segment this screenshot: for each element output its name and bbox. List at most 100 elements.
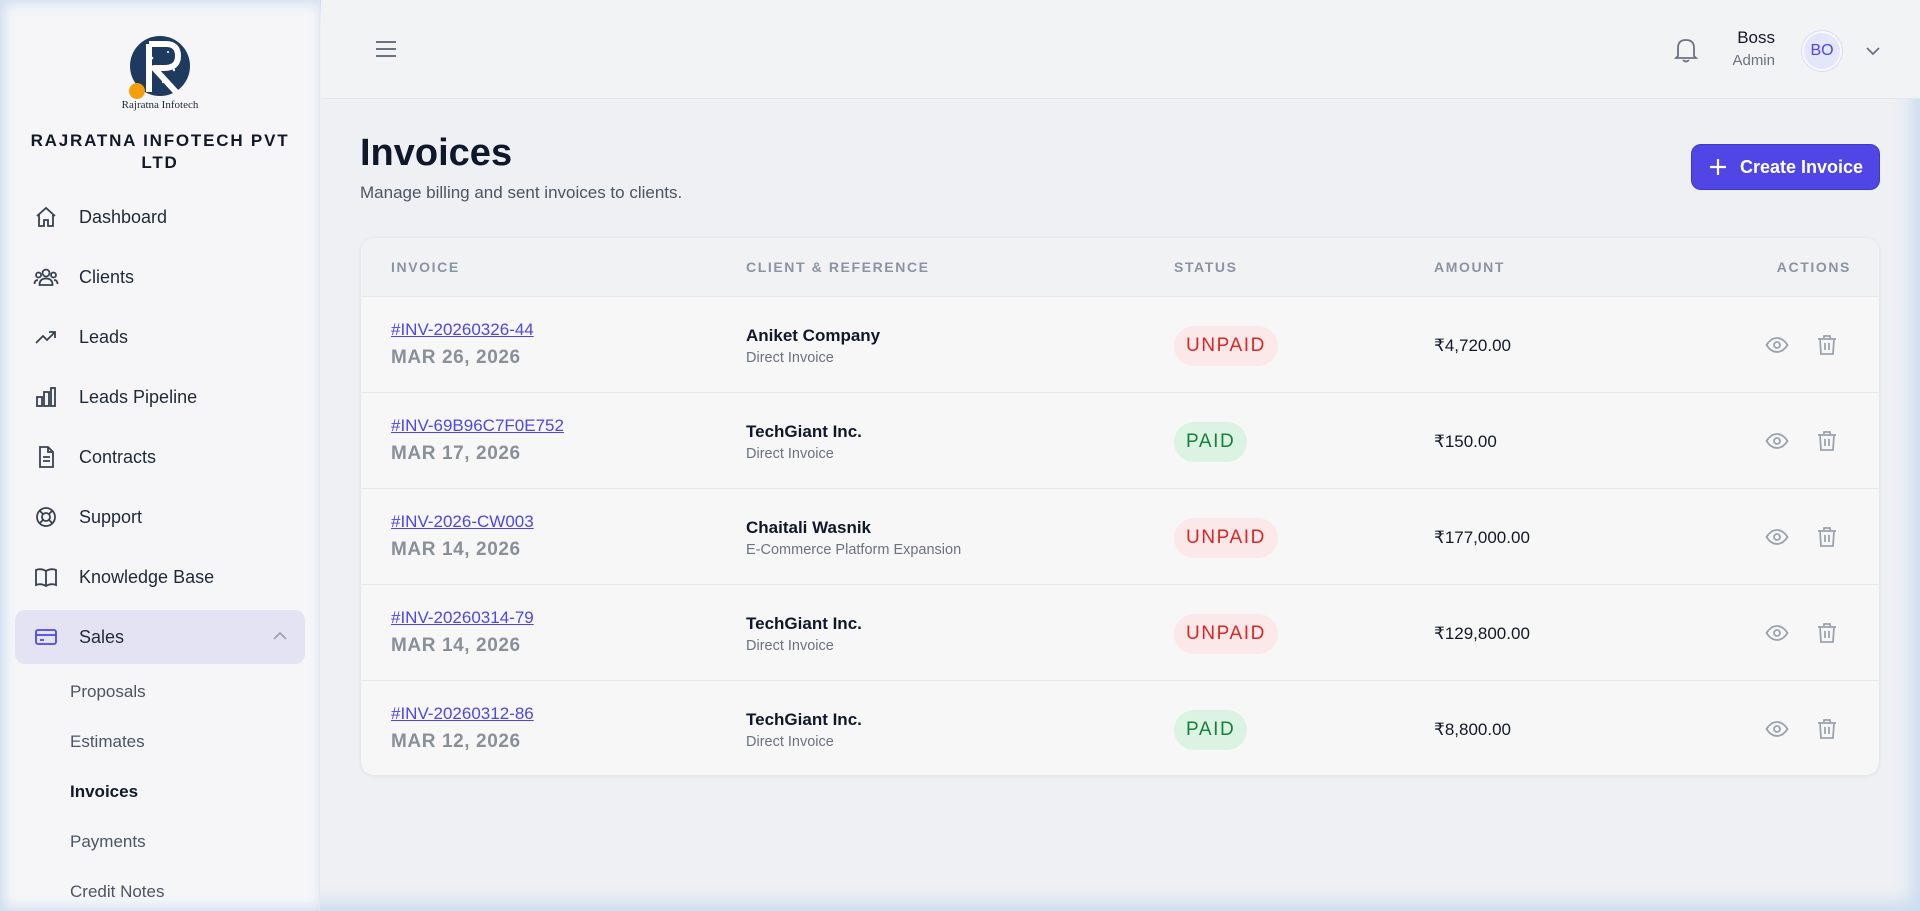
invoice-number-link[interactable]: #INV-20260326-44 (391, 320, 534, 339)
column-header-invoice: INVOICE (391, 259, 460, 275)
eye-icon[interactable] (1765, 525, 1789, 549)
sidebar-subitem-invoices[interactable]: Invoices (70, 782, 139, 801)
trash-icon[interactable] (1815, 621, 1839, 645)
client-name: Chaitali Wasnik (746, 518, 872, 537)
sidebar-item-label: Leads Pipeline (79, 386, 198, 407)
invoices-table: INVOICE CLIENT & REFERENCE STATUS AMOUNT… (360, 237, 1880, 776)
table-row: #INV-20260326-44 MAR 26, 2026 Aniket Com… (361, 297, 1879, 393)
bar-chart-icon (33, 384, 59, 410)
trending-up-icon (33, 324, 59, 350)
invoice-date: MAR 17, 2026 (391, 443, 521, 464)
client-name: TechGiant Inc. (746, 614, 862, 633)
invoice-number-link[interactable]: #INV-20260314-79 (391, 608, 534, 627)
sidebar-item-label: Knowledge Base (79, 566, 215, 587)
logo-caption: Rajratna Infotech (121, 99, 199, 111)
lifebuoy-icon (33, 504, 59, 530)
sidebar-item-dashboard[interactable]: Dashboard (15, 190, 305, 244)
bell-icon[interactable] (1673, 36, 1699, 64)
avatar[interactable]: BO (1802, 31, 1842, 71)
sidebar-subitem-proposals[interactable]: Proposals (70, 682, 146, 701)
sidebar-item-sales[interactable]: Sales (15, 610, 305, 664)
plus-icon (1708, 157, 1728, 177)
create-invoice-button[interactable]: Create Invoice (1691, 144, 1880, 190)
eye-icon[interactable] (1765, 333, 1789, 357)
invoice-amount: ₹129,800.00 (1434, 624, 1530, 643)
sidebar-item-leads[interactable]: Leads (15, 310, 305, 364)
user-role: Admin (1732, 52, 1775, 69)
sidebar-subitem-payments[interactable]: Payments (70, 832, 146, 851)
page-title: Invoices (360, 132, 513, 174)
client-name: TechGiant Inc. (746, 710, 862, 729)
page-subtitle: Manage billing and sent invoices to clie… (360, 183, 683, 202)
eye-icon[interactable] (1765, 429, 1789, 453)
sidebar-item-label: Contracts (79, 446, 157, 467)
user-name[interactable]: Boss (1737, 28, 1775, 47)
sidebar-subitem-estimates[interactable]: Estimates (70, 732, 145, 751)
client-reference: Direct Invoice (746, 446, 834, 462)
client-name: TechGiant Inc. (746, 422, 862, 441)
table-row: #INV-20260314-79 MAR 14, 2026 TechGiant … (361, 585, 1879, 681)
table-row: #INV-69B96C7F0E752 MAR 17, 2026 TechGian… (361, 393, 1879, 489)
column-header-amount: AMOUNT (1434, 259, 1506, 275)
client-name: Aniket Company (746, 326, 881, 345)
invoice-amount: ₹177,000.00 (1434, 528, 1530, 547)
company-logo-icon (129, 36, 190, 99)
invoice-number-link[interactable]: #INV-20260312-86 (391, 704, 534, 723)
sidebar-item-label: Dashboard (79, 206, 168, 227)
invoice-date: MAR 14, 2026 (391, 635, 521, 656)
status-badge: UNPAID (1174, 326, 1278, 366)
logo[interactable]: Rajratna Infotech (0, 30, 320, 120)
chevron-down-icon[interactable] (1864, 43, 1882, 59)
trash-icon[interactable] (1815, 717, 1839, 741)
invoice-number-link[interactable]: #INV-69B96C7F0E752 (391, 416, 564, 435)
users-icon (33, 264, 59, 290)
sidebar-item-label: Leads (79, 326, 129, 347)
book-icon (33, 564, 59, 590)
sidebar-item-clients[interactable]: Clients (15, 250, 305, 304)
invoice-number-link[interactable]: #INV-2026-CW003 (391, 512, 534, 531)
invoice-amount: ₹4,720.00 (1434, 336, 1511, 355)
status-badge: UNPAID (1174, 518, 1278, 558)
invoice-amount: ₹8,800.00 (1434, 720, 1511, 739)
trash-icon[interactable] (1815, 525, 1839, 549)
status-badge: PAID (1174, 422, 1248, 462)
chevron-up-icon (273, 631, 287, 640)
company-name: RAJRATNA INFOTECH PVT LTD (30, 131, 290, 172)
column-header-actions: ACTIONS (1776, 259, 1851, 275)
client-reference: Direct Invoice (746, 638, 834, 654)
client-reference: Direct Invoice (746, 734, 834, 750)
column-header-client: CLIENT & REFERENCE (746, 259, 930, 275)
status-badge: PAID (1174, 710, 1248, 750)
client-reference: E-Commerce Platform Expansion (746, 542, 962, 558)
top-bar: Boss Admin BO (321, 0, 1920, 99)
invoice-date: MAR 26, 2026 (391, 347, 521, 368)
sidebar-item-support[interactable]: Support (15, 490, 305, 544)
invoice-date: MAR 12, 2026 (391, 731, 521, 752)
document-icon (33, 444, 59, 470)
home-icon (33, 204, 59, 230)
sidebar-item-label: Sales (79, 626, 125, 647)
sidebar: Rajratna Infotech RAJRATNA INFOTECH PVT … (0, 0, 320, 911)
hamburger-menu-icon[interactable] (373, 36, 399, 62)
sidebar-item-contracts[interactable]: Contracts (15, 430, 305, 484)
column-header-status: STATUS (1174, 259, 1238, 275)
client-reference: Direct Invoice (746, 350, 834, 366)
trash-icon[interactable] (1815, 333, 1839, 357)
table-row: #INV-2026-CW003 MAR 14, 2026 Chaitali Wa… (361, 489, 1879, 585)
table-row: #INV-20260312-86 MAR 12, 2026 TechGiant … (361, 681, 1879, 775)
credit-card-icon (33, 624, 59, 650)
table-header: INVOICE CLIENT & REFERENCE STATUS AMOUNT… (361, 238, 1879, 297)
trash-icon[interactable] (1815, 429, 1839, 453)
eye-icon[interactable] (1765, 717, 1789, 741)
invoice-date: MAR 14, 2026 (391, 539, 521, 560)
invoice-amount: ₹150.00 (1434, 432, 1497, 451)
status-badge: UNPAID (1174, 614, 1278, 654)
sidebar-subitem-credit-notes[interactable]: Credit Notes (70, 882, 165, 901)
sidebar-item-label: Clients (79, 266, 135, 287)
eye-icon[interactable] (1765, 621, 1789, 645)
create-invoice-label: Create Invoice (1739, 156, 1864, 177)
sidebar-item-knowledge-base[interactable]: Knowledge Base (15, 550, 305, 604)
sidebar-item-label: Support (79, 506, 143, 527)
sidebar-item-leads-pipeline[interactable]: Leads Pipeline (15, 370, 305, 424)
